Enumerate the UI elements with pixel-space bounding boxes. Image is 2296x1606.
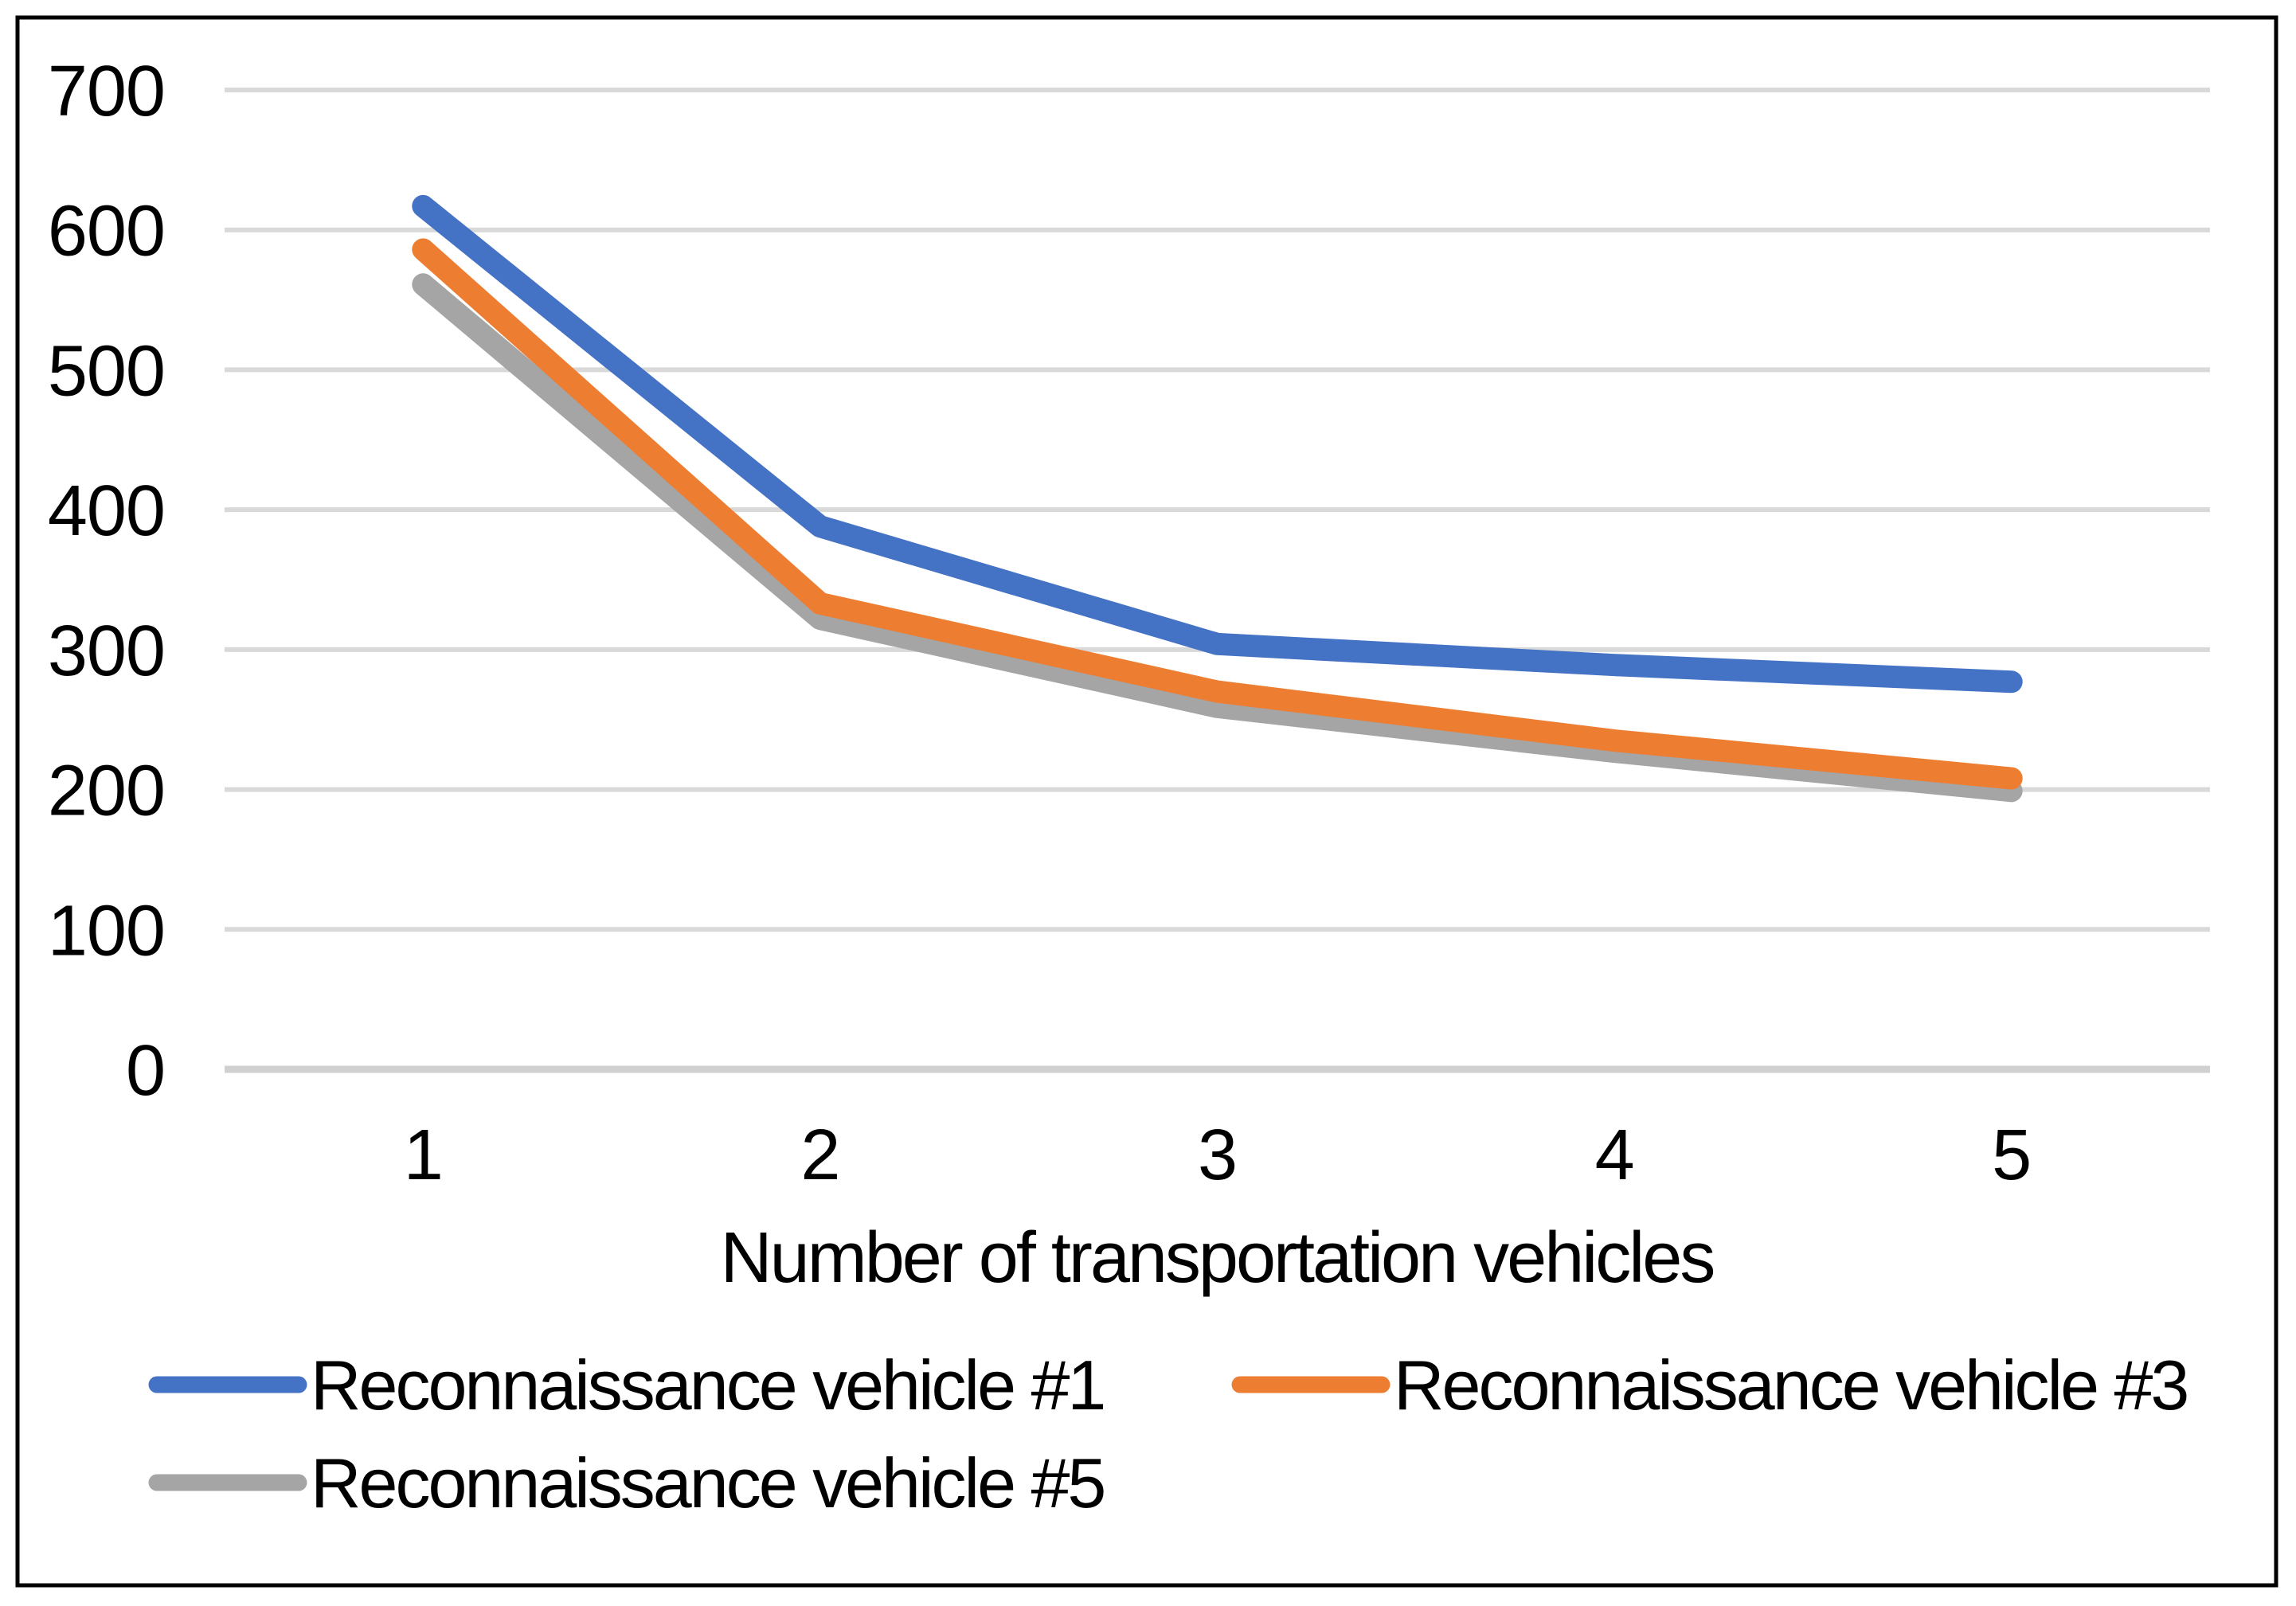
x-tick-label: 1	[404, 1116, 443, 1195]
series-lines	[412, 194, 2023, 803]
legend-item-reconnaissance-vehicle-1: Reconnaissance vehicle #1	[148, 1346, 1106, 1424]
legend-item-reconnaissance-vehicle-5: Reconnaissance vehicle #5	[148, 1444, 1106, 1522]
legend-label-reconnaissance-vehicle-5: Reconnaissance vehicle #5	[311, 1444, 1104, 1522]
legend-label-reconnaissance-vehicle-3: Reconnaissance vehicle #3	[1394, 1346, 2187, 1424]
x-axis-title: Number of transportation vehicles	[721, 1218, 1714, 1298]
y-tick-label: 400	[48, 471, 165, 551]
y-tick-label: 500	[48, 331, 165, 411]
y-axis-tick-labels: 0 100 200 300 400 500 600 700	[48, 52, 166, 1111]
legend: Reconnaissance vehicle #1 Reconnaissance …	[148, 1346, 2189, 1522]
gridlines	[225, 88, 2210, 1073]
y-tick-label: 100	[48, 891, 165, 971]
x-tick-label: 5	[1992, 1116, 2031, 1195]
x-tick-label: 2	[800, 1116, 839, 1195]
y-tick-label: 200	[48, 752, 165, 831]
series-line-reconnaissance-vehicle-1	[412, 194, 2023, 694]
chart-frame-border	[15, 15, 2278, 1588]
series-line-reconnaissance-vehicle-3	[412, 238, 2023, 790]
y-tick-label: 300	[48, 612, 165, 691]
y-tick-label: 0	[126, 1031, 165, 1111]
legend-item-reconnaissance-vehicle-3: Reconnaissance vehicle #3	[1231, 1346, 2189, 1424]
x-axis-tick-labels: 1 2 3 4 5	[404, 1116, 2032, 1195]
series-line-reconnaissance-vehicle-5	[412, 273, 2023, 803]
y-tick-label: 600	[48, 192, 165, 272]
x-tick-label: 4	[1595, 1116, 1634, 1195]
x-tick-label: 3	[1198, 1116, 1237, 1195]
y-tick-label: 700	[48, 52, 165, 131]
legend-label-reconnaissance-vehicle-1: Reconnaissance vehicle #1	[311, 1346, 1104, 1424]
